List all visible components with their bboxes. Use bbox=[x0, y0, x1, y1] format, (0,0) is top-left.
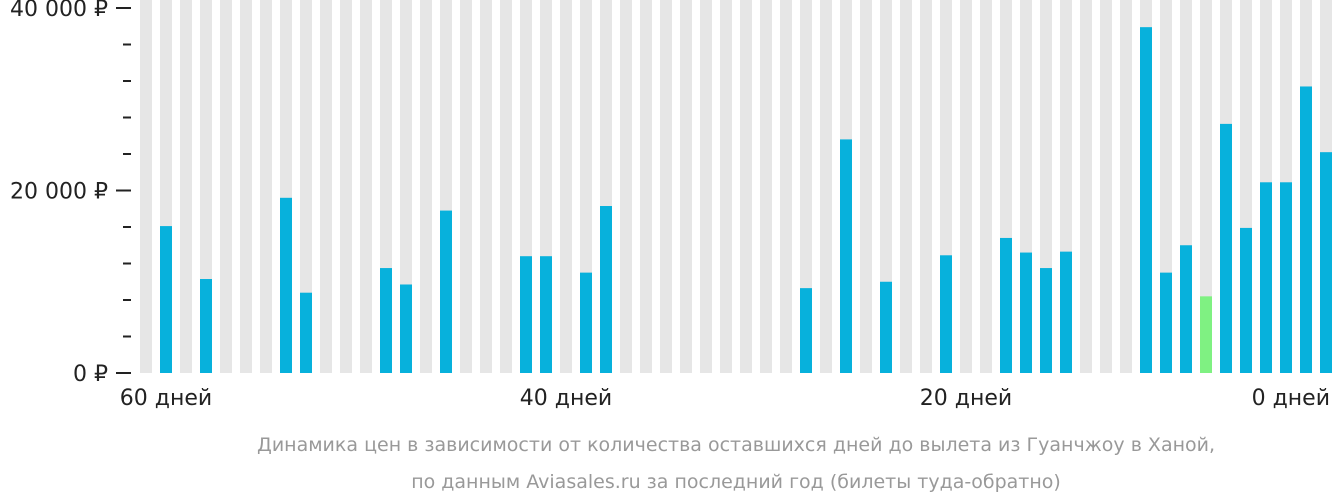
background-column bbox=[400, 0, 412, 373]
x-tick-label: 60 дней bbox=[120, 386, 212, 411]
background-column bbox=[980, 0, 992, 373]
background-column bbox=[960, 0, 972, 373]
background-column bbox=[480, 0, 492, 373]
price-bar bbox=[840, 139, 852, 373]
price-bar bbox=[540, 256, 552, 373]
y-tick-label: 40 000 ₽ bbox=[10, 0, 108, 22]
background-column bbox=[500, 0, 512, 373]
y-tick-label: 20 000 ₽ bbox=[10, 180, 108, 205]
background-column bbox=[820, 0, 832, 373]
background-column bbox=[900, 0, 912, 373]
background-column bbox=[340, 0, 352, 373]
price-bar bbox=[580, 272, 592, 373]
background-column bbox=[1120, 0, 1132, 373]
price-bar bbox=[1020, 252, 1032, 373]
background-column bbox=[740, 0, 752, 373]
background-column bbox=[680, 0, 692, 373]
price-bar bbox=[1260, 182, 1272, 373]
background-column bbox=[780, 0, 792, 373]
y-tick-label: 0 ₽ bbox=[73, 362, 108, 387]
background-column bbox=[720, 0, 732, 373]
price-bar bbox=[380, 268, 392, 373]
price-bar bbox=[200, 279, 212, 373]
price-bar bbox=[1040, 268, 1052, 373]
x-tick-label: 20 дней bbox=[920, 386, 1012, 411]
price-bar bbox=[1300, 86, 1312, 373]
price-bar bbox=[1140, 27, 1152, 373]
background-column bbox=[920, 0, 932, 373]
price-bar bbox=[520, 256, 532, 373]
y-axis: 40 000 ₽ 20 000 ₽ 0 ₽ bbox=[10, 0, 131, 387]
background-column bbox=[220, 0, 232, 373]
background-column bbox=[300, 0, 312, 373]
price-bar bbox=[1160, 272, 1172, 373]
price-bar bbox=[160, 226, 172, 373]
background-column bbox=[260, 0, 272, 373]
price-bar bbox=[1000, 237, 1012, 373]
x-axis: 60 дней 40 дней 20 дней 0 дней bbox=[120, 386, 1330, 411]
price-bar bbox=[1240, 227, 1252, 373]
background-columns bbox=[140, 0, 1332, 373]
background-column bbox=[1200, 0, 1212, 373]
price-bar bbox=[400, 284, 412, 373]
background-column bbox=[1080, 0, 1092, 373]
chart-caption-line-1: Динамика цен в зависимости от количества… bbox=[257, 434, 1215, 456]
background-column bbox=[860, 0, 872, 373]
background-column bbox=[240, 0, 252, 373]
x-tick-label: 0 дней bbox=[1252, 386, 1330, 411]
background-column bbox=[800, 0, 812, 373]
chart-caption-line-2: по данным Aviasales.ru за последний год … bbox=[411, 471, 1061, 493]
price-bar bbox=[1180, 245, 1192, 373]
background-column bbox=[560, 0, 572, 373]
background-column bbox=[700, 0, 712, 373]
price-bar bbox=[1220, 123, 1232, 373]
background-column bbox=[760, 0, 772, 373]
price-bar bbox=[1060, 251, 1072, 373]
price-bar bbox=[600, 206, 612, 373]
min-price-bar bbox=[1200, 296, 1212, 373]
price-bar bbox=[880, 281, 892, 373]
background-column bbox=[320, 0, 332, 373]
price-bar bbox=[940, 255, 952, 373]
background-column bbox=[360, 0, 372, 373]
price-bar bbox=[1280, 182, 1292, 373]
price-bar bbox=[280, 197, 292, 373]
background-column bbox=[140, 0, 152, 373]
background-column bbox=[460, 0, 472, 373]
price-bar bbox=[300, 292, 312, 373]
price-bar bbox=[800, 288, 812, 373]
x-tick-label: 40 дней bbox=[520, 386, 612, 411]
background-column bbox=[420, 0, 432, 373]
background-column bbox=[660, 0, 672, 373]
background-column bbox=[1100, 0, 1112, 373]
price-bar bbox=[440, 210, 452, 373]
background-column bbox=[180, 0, 192, 373]
background-column bbox=[880, 0, 892, 373]
price-bars bbox=[160, 27, 1332, 373]
background-column bbox=[620, 0, 632, 373]
price-bar bbox=[1320, 152, 1332, 373]
background-column bbox=[640, 0, 652, 373]
